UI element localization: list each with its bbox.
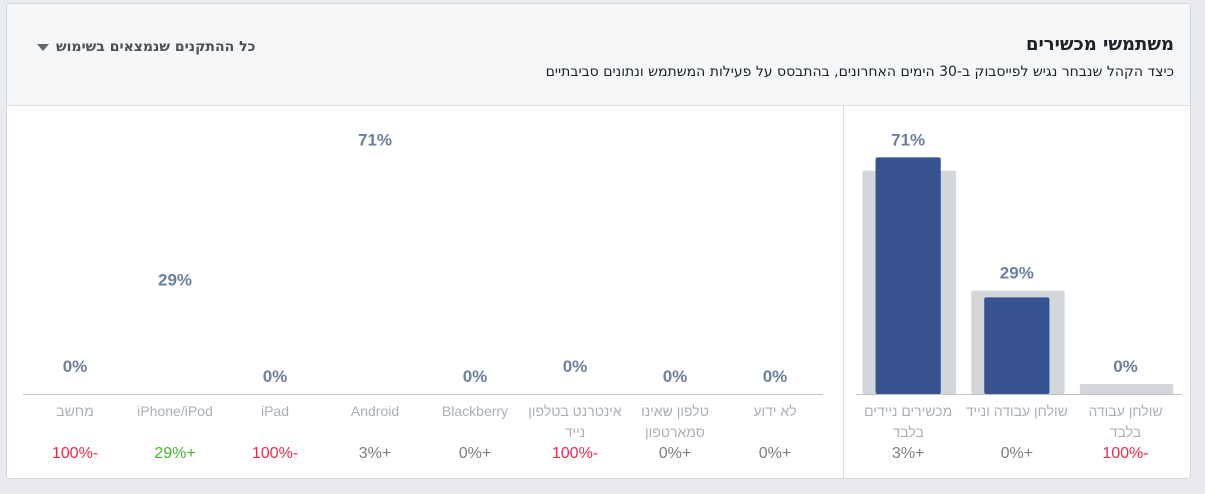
card-header: משתמשי מכשירים כיצד הקהל שנבחר נגיש לפיי… [7,4,1190,106]
category-label: בלבד [1110,424,1141,440]
device-filter-label: כל ההתקנים שנמצאים בשימוש [56,39,256,55]
page-subtitle: כיצד הקהל שנבחר נגיש לפייסבוק ב-30 הימים… [545,64,1174,80]
category-label: בלבד [892,424,923,440]
bar-value-label: 71% [891,130,925,149]
device-type-chart-svg: 0% לא ידוע 0%+ 0% טלפון שאינו סמארטפון 0%+ 0% אי… [23,130,823,462]
device-usage-chart: 71% מכשירים ניידים בלבד 3%+ 29% שולחן עבודה ו… [844,106,1190,478]
page-title: משתמשי מכשירים [1025,34,1174,55]
category-label: iPad [261,403,289,419]
bar-value-label: 0% [63,357,88,376]
category-label: Android [351,403,399,419]
delta-label: 100%- [52,445,98,462]
chart-divider [843,106,844,478]
delta-label: 100%- [1102,445,1148,462]
device-users-card: משתמשי מכשירים כיצד הקהל שנבחר נגיש לפיי… [6,3,1191,479]
category-label: מכשירים ניידים [864,403,952,419]
bar-value-label: 0% [763,367,788,386]
category-label: נייד [565,424,585,440]
category-label: Blackberry [442,403,508,419]
device-filter-dropdown[interactable]: כל ההתקנים שנמצאים בשימוש [37,37,255,57]
delta-label: 3%+ [359,445,391,462]
delta-label: 0%+ [759,445,791,462]
delta-label: 0%+ [659,445,691,462]
value-bar [984,297,1050,394]
bar-value-label: 29% [1000,264,1034,283]
category-label: שולחן עבודה ונייד [966,403,1068,419]
category-label: סמארטפון [645,424,705,440]
category-label: iPhone/iPod [137,403,213,419]
caret-down-icon [37,43,49,51]
delta-label: 0%+ [459,445,491,462]
delta-label: 29%+ [154,445,195,462]
bar-value-label: 0% [263,367,288,386]
bar-value-label: 29% [158,270,192,289]
category-label: לא ידוע [753,403,796,419]
bar-value-label: 0% [463,367,488,386]
bar-value-label: 0% [1113,357,1138,376]
delta-label: 3%+ [892,445,924,462]
category-label: מחשב [56,403,93,419]
category-label: אינטרנט בטלפון [528,403,622,419]
category-label: שולחן עבודה [1088,403,1162,419]
category-label: טלפון שאינו [641,403,709,419]
bar-value-label: 71% [358,130,392,149]
benchmark-bar [1079,384,1174,394]
delta-label: 100%- [252,445,298,462]
delta-label: 0%+ [1001,445,1033,462]
value-bar [875,157,941,394]
device-type-chart: 0% לא ידוע 0%+ 0% טלפון שאינו סמארטפון 0%+ 0% אי… [7,106,843,478]
bar-value-label: 0% [563,357,588,376]
device-usage-chart-svg: 71% מכשירים ניידים בלבד 3%+ 29% שולחן עבודה ו… [856,130,1182,462]
bar-value-label: 0% [663,367,688,386]
delta-label: 100%- [552,445,598,462]
